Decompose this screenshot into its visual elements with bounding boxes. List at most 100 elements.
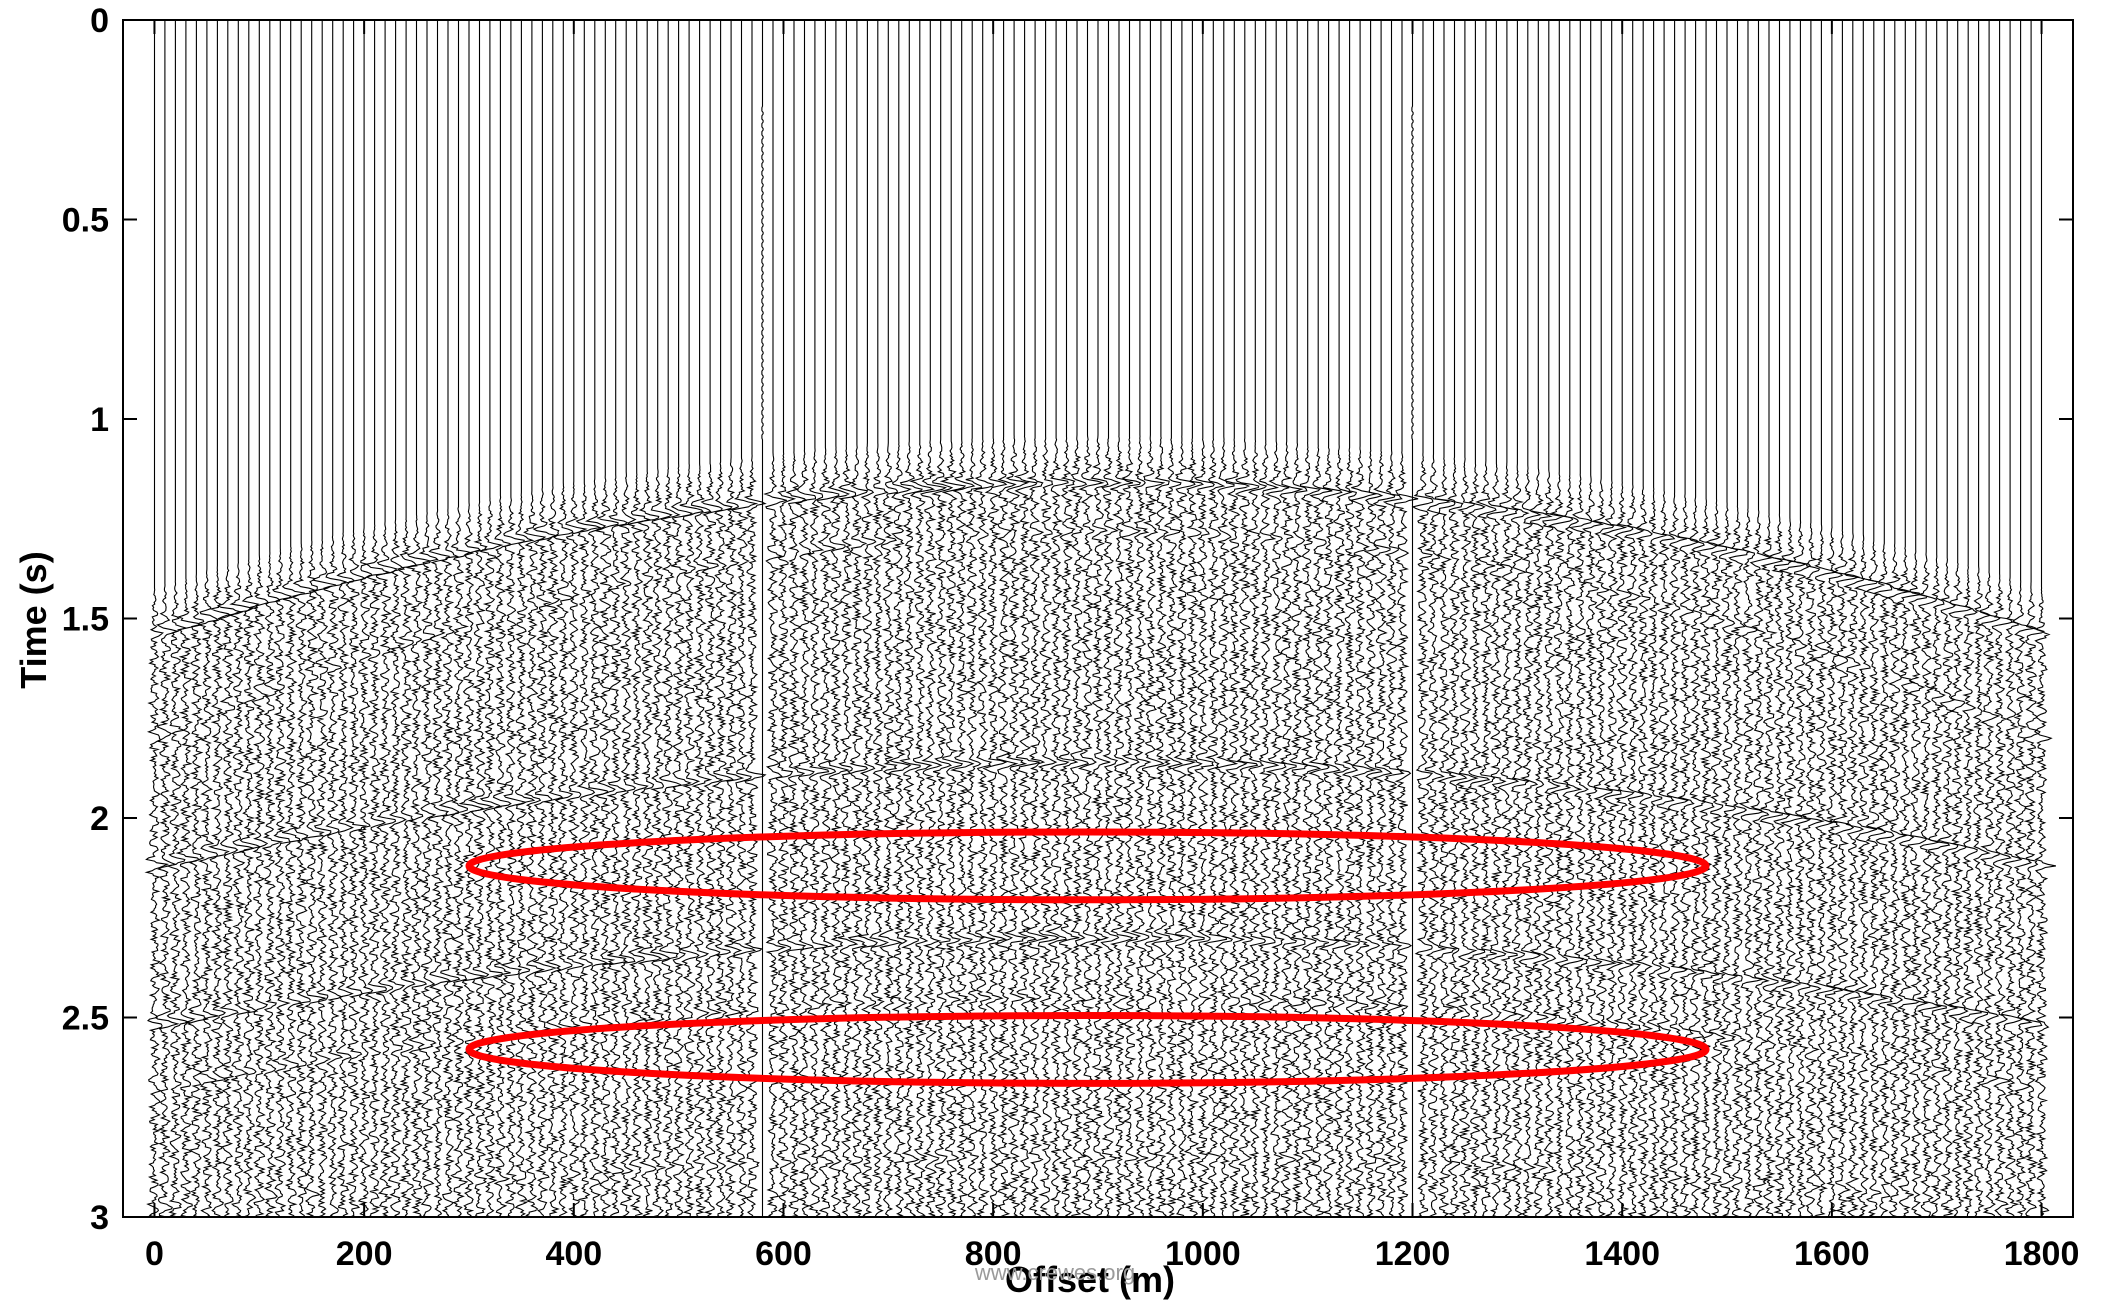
seismic-trace — [345, 20, 368, 1217]
seismic-trace — [1634, 20, 1654, 1217]
seismic-trace — [594, 20, 619, 1217]
seismic-trace — [228, 20, 254, 1217]
seismic-trace — [1958, 20, 1983, 1217]
seismic-trace — [1907, 20, 1929, 1217]
seismic-trace — [1677, 20, 1700, 1217]
seismic-trace — [1445, 20, 1468, 1217]
seismic-trace — [785, 20, 808, 1217]
x-tick-label: 1200 — [1375, 1235, 1451, 1273]
seismic-trace — [2020, 20, 2046, 1217]
seismic-trace — [1193, 20, 1215, 1217]
seismic-trace — [1843, 20, 1866, 1217]
seismic-trace — [207, 20, 232, 1217]
seismic-trace — [950, 20, 976, 1217]
seismic-trace — [1853, 20, 1879, 1217]
seismic-trace — [271, 20, 293, 1217]
seismic-trace — [427, 20, 452, 1217]
seismic-trace — [1831, 20, 1861, 1217]
seismic-trace — [406, 20, 432, 1217]
seismic-trace — [261, 20, 284, 1217]
seismic-trace — [1927, 20, 1951, 1217]
seismic-trace — [1510, 20, 1530, 1217]
y-tick-label: 3 — [90, 1199, 109, 1237]
seismic-trace — [1916, 20, 1942, 1217]
seismic-trace — [575, 20, 602, 1217]
seismic-trace — [301, 20, 326, 1217]
seismic-trace — [438, 20, 461, 1217]
seismic-trace — [1971, 20, 1992, 1217]
seismic-trace — [356, 20, 374, 1217]
seismic-trace — [730, 20, 759, 1217]
seismic-trace — [963, 20, 985, 1217]
seismic-trace — [1623, 20, 1645, 1217]
seismic-trace — [1393, 20, 1419, 1217]
seismic-trace — [2000, 20, 2024, 1217]
seismic-trace — [565, 20, 588, 1217]
seismic-trace — [335, 20, 355, 1217]
seismic-trace — [1455, 20, 1479, 1217]
seismic-trace — [636, 20, 663, 1217]
seismic-trace — [1363, 20, 1384, 1217]
seismic-trace — [618, 20, 637, 1217]
seismic-trace — [931, 20, 954, 1217]
seismic-trace — [1100, 20, 1122, 1217]
seismic-trace — [1688, 20, 1707, 1217]
seismic-trace — [1715, 20, 1739, 1217]
seismic-trace — [1613, 20, 1635, 1217]
seismic-trace — [658, 20, 682, 1217]
seismic-trace — [1936, 20, 1959, 1217]
seismic-trace — [1529, 20, 1553, 1217]
seismic-trace — [418, 20, 439, 1217]
seismic-trace — [1541, 20, 1565, 1217]
seismic-trace — [1067, 20, 1090, 1217]
seismic-trace — [479, 20, 504, 1217]
seismic-trace — [1728, 20, 1751, 1217]
x-tick-label: 1000 — [1165, 1235, 1241, 1273]
seismic-trace — [722, 20, 745, 1217]
wiggle-traces — [144, 20, 2057, 1217]
seismic-trace — [899, 20, 923, 1217]
highlight-ellipse — [465, 1012, 1710, 1087]
seismic-trace — [186, 20, 209, 1217]
seismic-trace — [2033, 20, 2057, 1217]
seismic-trace — [543, 20, 564, 1217]
seismic-trace — [1656, 20, 1676, 1217]
seismic-trace — [1705, 20, 1728, 1217]
x-tick-label: 800 — [965, 1235, 1022, 1273]
x-tick-label: 0 — [145, 1235, 164, 1273]
seismic-trace — [165, 20, 191, 1217]
seismic-trace — [450, 20, 475, 1217]
seismic-trace — [552, 20, 575, 1217]
seismic-trace — [1202, 20, 1228, 1217]
seismic-trace — [386, 20, 407, 1217]
seismic-trace — [690, 20, 713, 1217]
seismic-trace — [375, 20, 398, 1217]
seismic-trace — [532, 20, 558, 1217]
seismic-trace — [364, 20, 391, 1217]
seismic-trace — [467, 20, 495, 1217]
y-tick-label: 0 — [90, 2, 109, 40]
seismic-trace — [1695, 20, 1720, 1217]
seismic-trace — [216, 20, 244, 1217]
y-tick-label: 0.5 — [62, 202, 109, 240]
y-tick-label: 2.5 — [62, 1000, 109, 1038]
seismic-trace — [1518, 20, 1542, 1217]
seismic-trace — [1812, 20, 1837, 1217]
seismic-trace — [1896, 20, 1922, 1217]
seismic-trace — [1214, 20, 1239, 1217]
seismic-trace — [1568, 20, 1593, 1217]
x-tick-label: 400 — [545, 1235, 602, 1273]
seismic-trace — [711, 20, 735, 1217]
seismic-trace — [761, 20, 764, 1217]
seismic-trace — [1884, 20, 1911, 1217]
seismic-trace — [1183, 20, 1205, 1217]
seismic-trace — [238, 20, 262, 1217]
seismic-trace — [1559, 20, 1584, 1217]
seismic-trace — [523, 20, 547, 1217]
seismic-trace — [154, 20, 180, 1217]
seismic-trace — [1824, 20, 1844, 1217]
highlight-ellipse — [465, 828, 1710, 904]
seismic-trace — [627, 20, 652, 1217]
seismic-trace — [700, 20, 724, 1217]
